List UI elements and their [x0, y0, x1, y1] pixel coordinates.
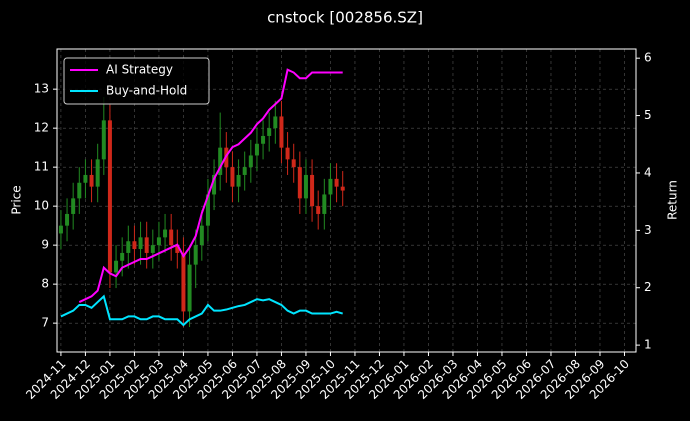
candle-body	[175, 245, 180, 253]
y-tick-label: 11	[34, 160, 49, 174]
candle-body	[101, 120, 106, 160]
candle-body	[328, 178, 333, 195]
candle-body	[58, 225, 63, 234]
candle-body	[236, 174, 241, 187]
candle-body	[181, 252, 186, 312]
y2-axis-label: Return	[666, 180, 680, 220]
series-line	[60, 294, 343, 327]
candle-body	[340, 186, 345, 191]
legend: AI Strategy Buy-and-Hold	[63, 57, 210, 105]
y-tick-label: 12	[34, 121, 49, 135]
candle-body	[169, 229, 174, 246]
candle-body	[205, 194, 210, 226]
candle-body	[65, 213, 70, 226]
candle-body	[279, 116, 284, 148]
candle-body	[218, 147, 223, 175]
candle-body	[230, 167, 235, 187]
candle-body	[95, 159, 100, 187]
y2-tick-label: 3	[644, 223, 652, 237]
candle-body	[107, 120, 112, 273]
candle-body	[71, 198, 76, 214]
legend-box	[63, 57, 210, 105]
candle-body	[273, 116, 278, 129]
candle-body	[163, 229, 168, 238]
candle-body	[193, 245, 198, 265]
candle-body	[291, 159, 296, 168]
y-tick-label: 13	[34, 82, 49, 96]
y2-tick-label: 2	[644, 280, 652, 294]
candle-body	[310, 174, 315, 207]
candle-body	[261, 135, 266, 144]
y2-tick-label: 6	[644, 51, 652, 65]
candle-body	[285, 147, 290, 160]
candle-body	[297, 167, 302, 199]
y2-tick-label: 1	[644, 338, 652, 352]
candle-body	[267, 128, 272, 136]
y2-tick-label: 4	[644, 165, 652, 179]
candle-body	[322, 194, 327, 214]
y-tick-label: 7	[41, 316, 49, 330]
candle-body	[254, 143, 259, 156]
plot-frame	[56, 48, 637, 353]
candle-body	[334, 178, 339, 187]
series-line	[78, 68, 343, 303]
chart-title: cnstock [002856.SZ]	[267, 9, 423, 27]
candle-body	[132, 241, 137, 250]
candle-body	[138, 237, 143, 250]
candle-body	[120, 252, 125, 261]
candle-body	[242, 167, 247, 175]
y-tick-label: 9	[41, 238, 49, 252]
candle-body	[199, 225, 204, 246]
candle-body	[150, 245, 155, 253]
candle-body	[126, 241, 131, 253]
candle-body	[156, 237, 161, 246]
candle-body	[89, 174, 94, 187]
y-axis-label: Price	[10, 185, 24, 214]
candle-body	[187, 264, 192, 312]
candle-body	[303, 174, 308, 199]
candle-body	[316, 206, 321, 214]
candle-body	[114, 260, 119, 273]
candle-body	[144, 237, 149, 253]
legend-label: AI Strategy	[106, 63, 173, 77]
candle-body	[77, 182, 82, 199]
candle-body	[83, 174, 88, 183]
candle-body	[248, 155, 253, 168]
y-tick-label: 8	[41, 277, 49, 291]
candle-body	[212, 174, 217, 195]
y2-tick-label: 5	[644, 108, 652, 122]
y-tick-label: 10	[34, 199, 49, 213]
legend-label: Buy-and-Hold	[106, 84, 187, 98]
